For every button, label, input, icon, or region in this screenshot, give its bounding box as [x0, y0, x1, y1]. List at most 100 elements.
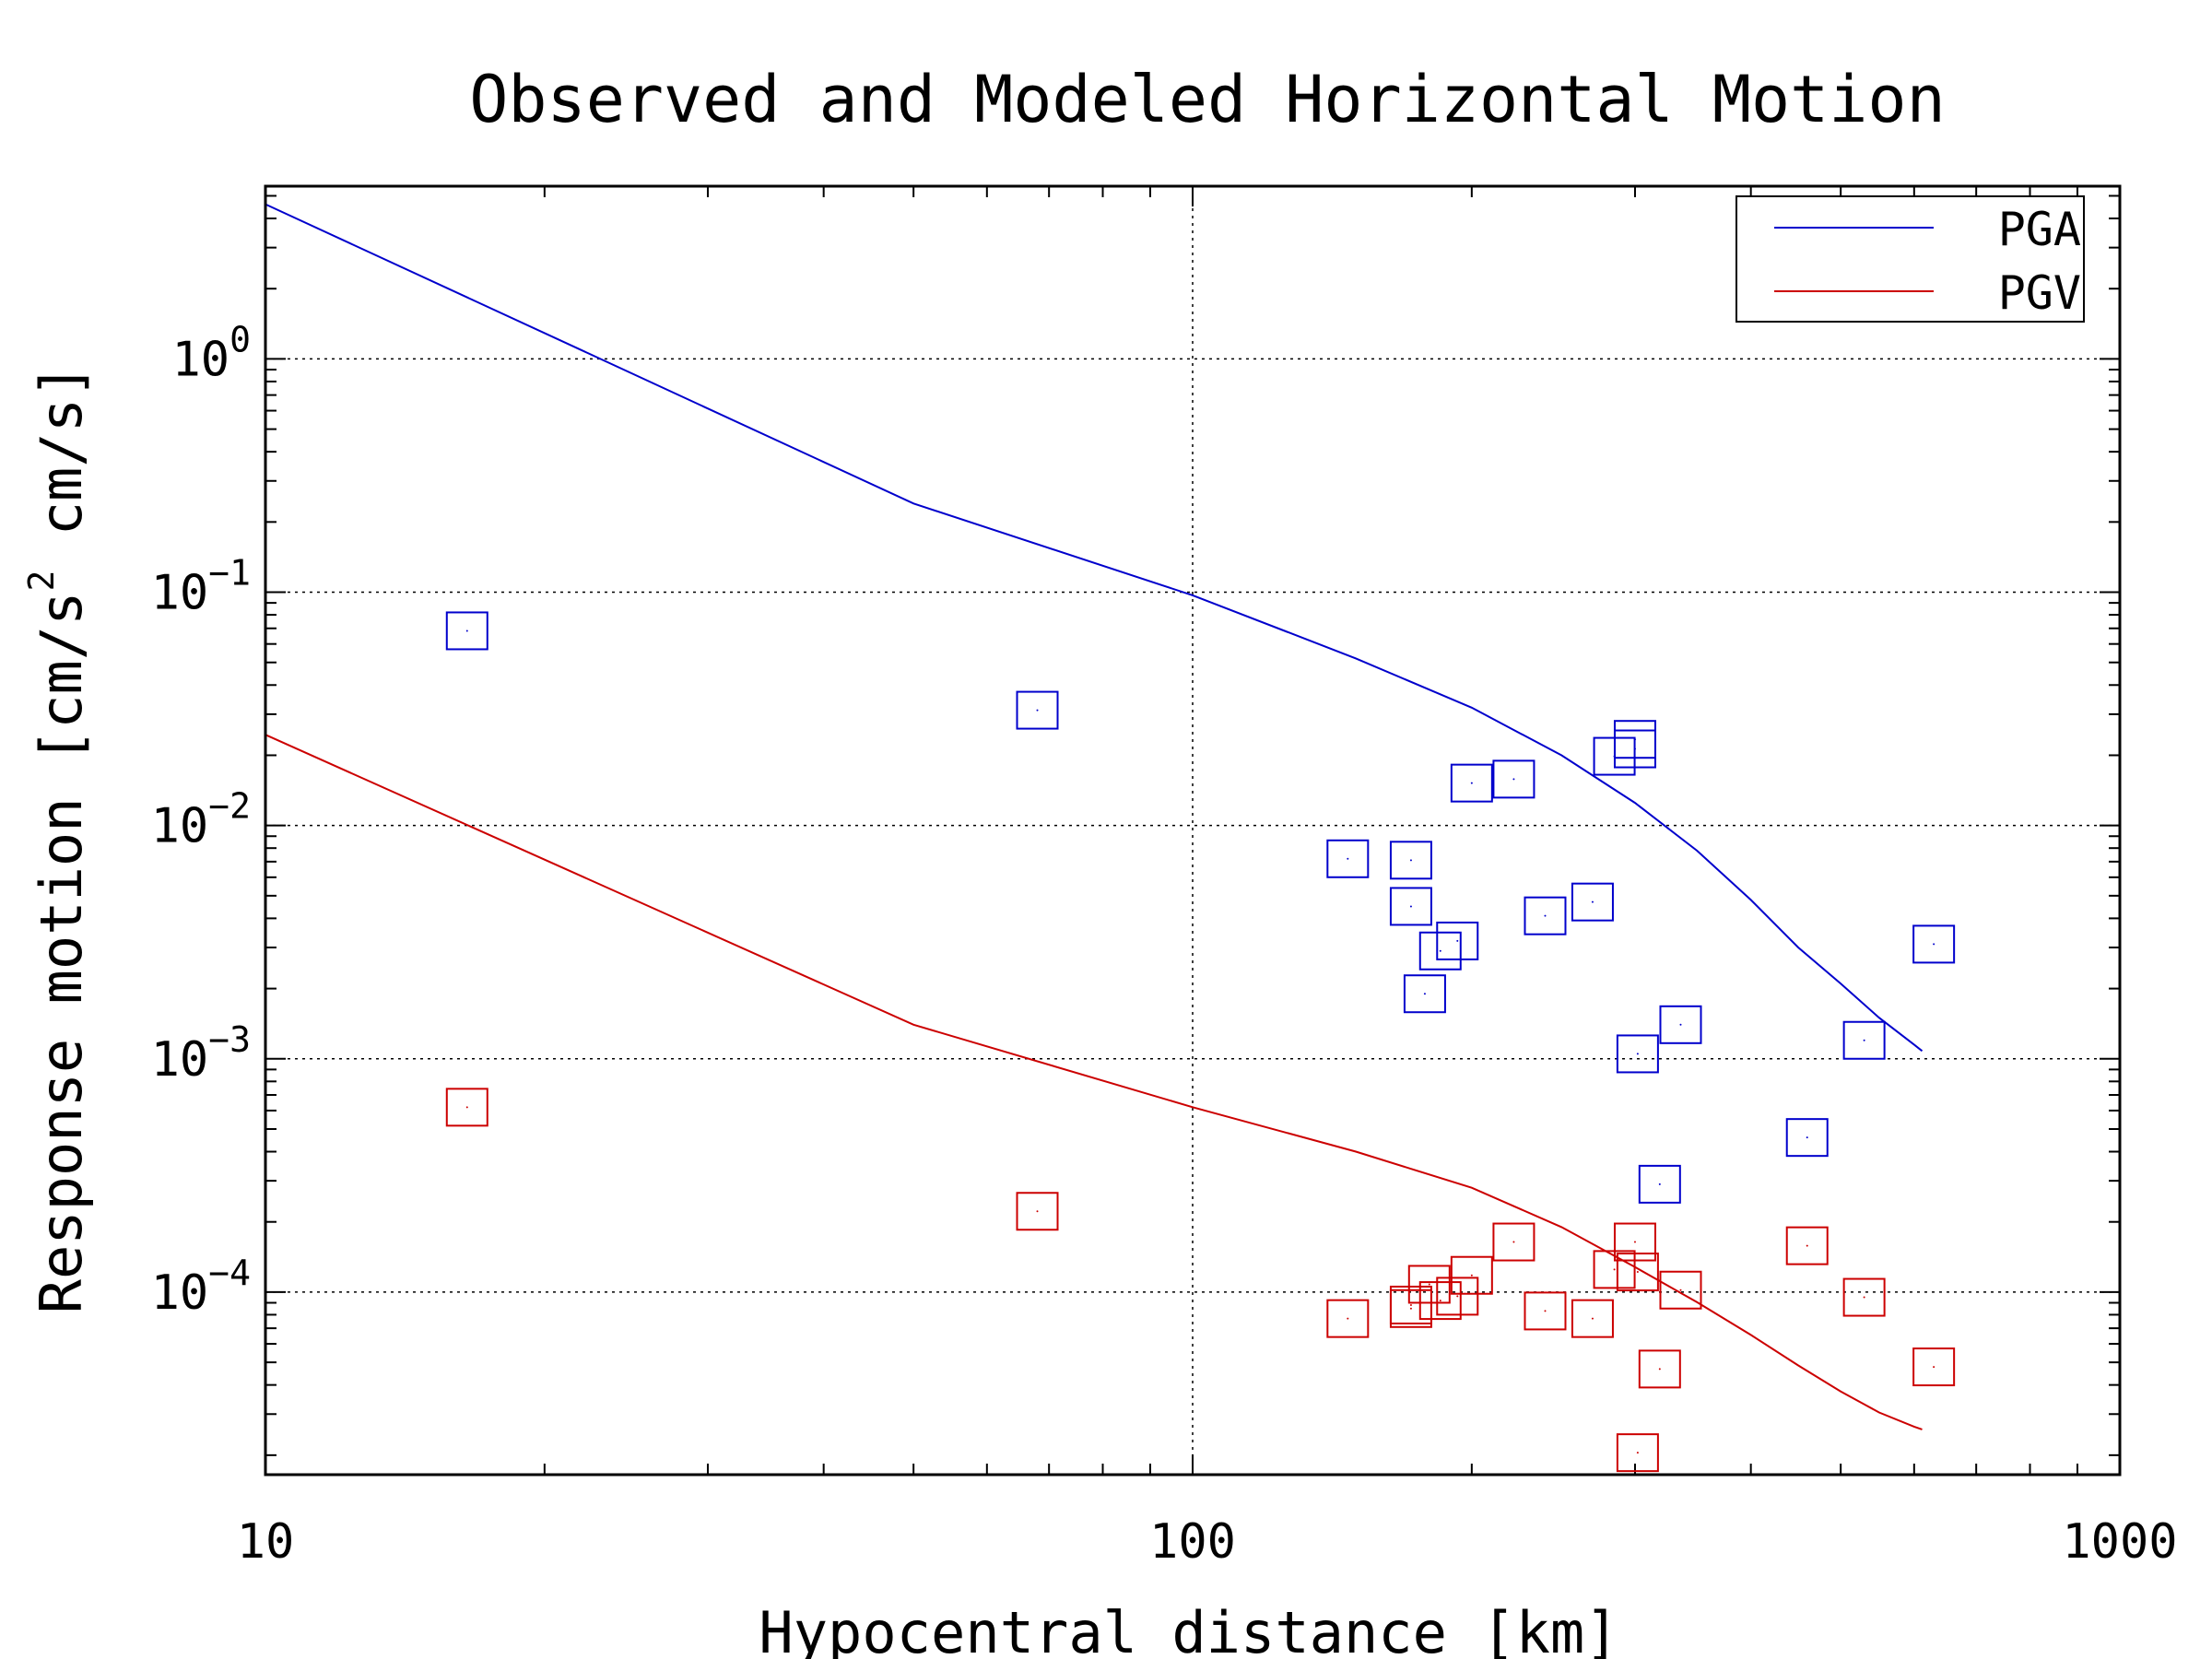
legend-box [1735, 195, 2085, 323]
pga-observed-point [1436, 921, 1479, 960]
pgv-observed-point [445, 1088, 488, 1127]
pga-observed-point-center [1409, 905, 1412, 908]
pgv-observed-point [1593, 1250, 1636, 1289]
pgv-observed-point-center [1633, 1241, 1636, 1243]
pga-observed-point [1912, 924, 1956, 964]
pga-observed-point-center [1456, 939, 1459, 942]
pga-model-line [265, 203, 1924, 1053]
pga-observed-point [1418, 931, 1462, 971]
pgv-observed-point-center [1591, 1317, 1594, 1320]
pgv-observed-point-center [1347, 1317, 1349, 1320]
x-axis-label: Hypocentral distance [km] [759, 1599, 1618, 1659]
pga-observed-point [1389, 887, 1432, 926]
pga-observed-point-center [1658, 1182, 1661, 1185]
pgv-observed-point [1912, 1347, 1956, 1387]
pga-observed-point-center [1544, 914, 1547, 917]
x-tick-label: 10 [237, 1514, 295, 1570]
pgv-observed-point-center [1428, 1283, 1430, 1286]
pgv-observed-point-center [1679, 1288, 1682, 1291]
pgv-observed-point-center [1806, 1244, 1808, 1247]
pga-observed-point-center [1470, 782, 1473, 784]
pga-observed-point-center [1347, 857, 1349, 860]
pga-observed-point [445, 611, 488, 651]
pgv-observed-point [1418, 1281, 1462, 1321]
pga-observed-point [1016, 690, 1059, 730]
pgv-observed-point-center [1036, 1210, 1039, 1213]
pga-observed-point-center [1933, 943, 1936, 946]
pgv-observed-point-center [1512, 1241, 1515, 1243]
pgv-observed-point [1616, 1433, 1659, 1473]
pgv-observed-point-center [1470, 1274, 1473, 1277]
pgv-observed-point [1450, 1255, 1493, 1295]
pga-observed-point [1842, 1020, 1886, 1060]
plot-frame [264, 184, 2122, 1477]
pga-observed-point-center [1806, 1136, 1808, 1139]
pga-observed-point-center [1036, 709, 1039, 712]
x-tick-label: 100 [1149, 1514, 1236, 1570]
pga-observed-point-center [1863, 1039, 1865, 1041]
pga-observed-point [1403, 974, 1446, 1014]
y-tick-labels: 100 10−1 10−2 10−3 10−4 [151, 319, 251, 1321]
x-tick-labels: 10 100 1000 [237, 1514, 2178, 1570]
model-lines [265, 203, 1924, 1430]
pgv-observed-point [1785, 1226, 1829, 1265]
legend-label-pga: PGA [1998, 203, 2081, 256]
pgv-observed-point [1842, 1277, 1886, 1317]
pga-observed-point-center [1613, 755, 1616, 758]
pgv-observed-point [1492, 1222, 1535, 1262]
legend: PGA PGV [1735, 195, 2085, 323]
pgv-observed-point-center [1933, 1366, 1936, 1369]
y-tick-label: 10−4 [151, 1253, 251, 1321]
pgv-observed-point [1436, 1277, 1479, 1316]
pga-observed-point [1571, 882, 1614, 922]
y-tick-label: 100 [171, 319, 251, 387]
pga-observed-point [1659, 1005, 1702, 1044]
pgv-observed-point-center [1409, 1303, 1412, 1306]
pga-observed-point [1326, 839, 1370, 878]
pga-observed-point [1785, 1118, 1829, 1158]
pga-observed-point-center [1512, 778, 1515, 781]
y-tick-label: 10−3 [151, 1019, 251, 1088]
x-tick-label: 1000 [2062, 1514, 2177, 1570]
pga-observed-point [1638, 1164, 1681, 1204]
pga-observed-point-center [1439, 949, 1441, 952]
pgv-observed-point-center [465, 1106, 468, 1109]
pgv-observed-point-center [1544, 1310, 1547, 1312]
pgv-observed-point [1016, 1192, 1059, 1231]
grid-lines [265, 186, 2120, 1475]
pgv-observed-point-center [1658, 1368, 1661, 1371]
chart-title: Observed and Modeled Horizontal Motion [469, 62, 1945, 137]
pgv-observed-point-center [1409, 1307, 1412, 1310]
pgv-observed-point [1407, 1265, 1451, 1304]
pgv-model-line [265, 734, 1923, 1430]
pga-observed-point [1492, 759, 1535, 799]
pgv-observed-point [1571, 1299, 1614, 1338]
pgv-observed-point-center [1863, 1296, 1865, 1299]
pga-observed-point [1616, 1034, 1659, 1074]
pga-observed-point-center [1679, 1023, 1682, 1026]
pgv-observed-point [1659, 1270, 1702, 1310]
y-axis-label: Response motion [cm/s2 cm/s] [21, 364, 95, 1314]
pgv-observed-point [1326, 1299, 1370, 1338]
pga-observed-point-center [1409, 859, 1412, 862]
pga-observed-point-center [465, 629, 468, 632]
pgv-observed-point-center [1636, 1452, 1639, 1454]
pgv-observed-point-center [1456, 1295, 1459, 1298]
pgv-observed-point [1638, 1349, 1681, 1389]
legend-label-pgv: PGV [1998, 266, 2081, 320]
pgv-observed-point-center [1613, 1268, 1616, 1271]
pga-observed-point [1450, 763, 1493, 803]
pga-observed-point-center [1591, 900, 1594, 903]
pga-observed-point-center [1636, 1053, 1639, 1055]
pga-observed-point [1593, 736, 1636, 776]
y-tick-label: 10−1 [151, 553, 251, 621]
pga-observed-point [1389, 841, 1432, 880]
pgv-observed-point [1616, 1253, 1659, 1292]
pgv-observed-point-center [1439, 1300, 1441, 1302]
y-tick-label: 10−2 [151, 786, 251, 854]
pga-observed-point [1524, 896, 1567, 935]
pgv-observed-point [1389, 1288, 1432, 1328]
pgv-observed-point-center [1636, 1271, 1639, 1274]
pgv-observed-point [1524, 1291, 1567, 1331]
